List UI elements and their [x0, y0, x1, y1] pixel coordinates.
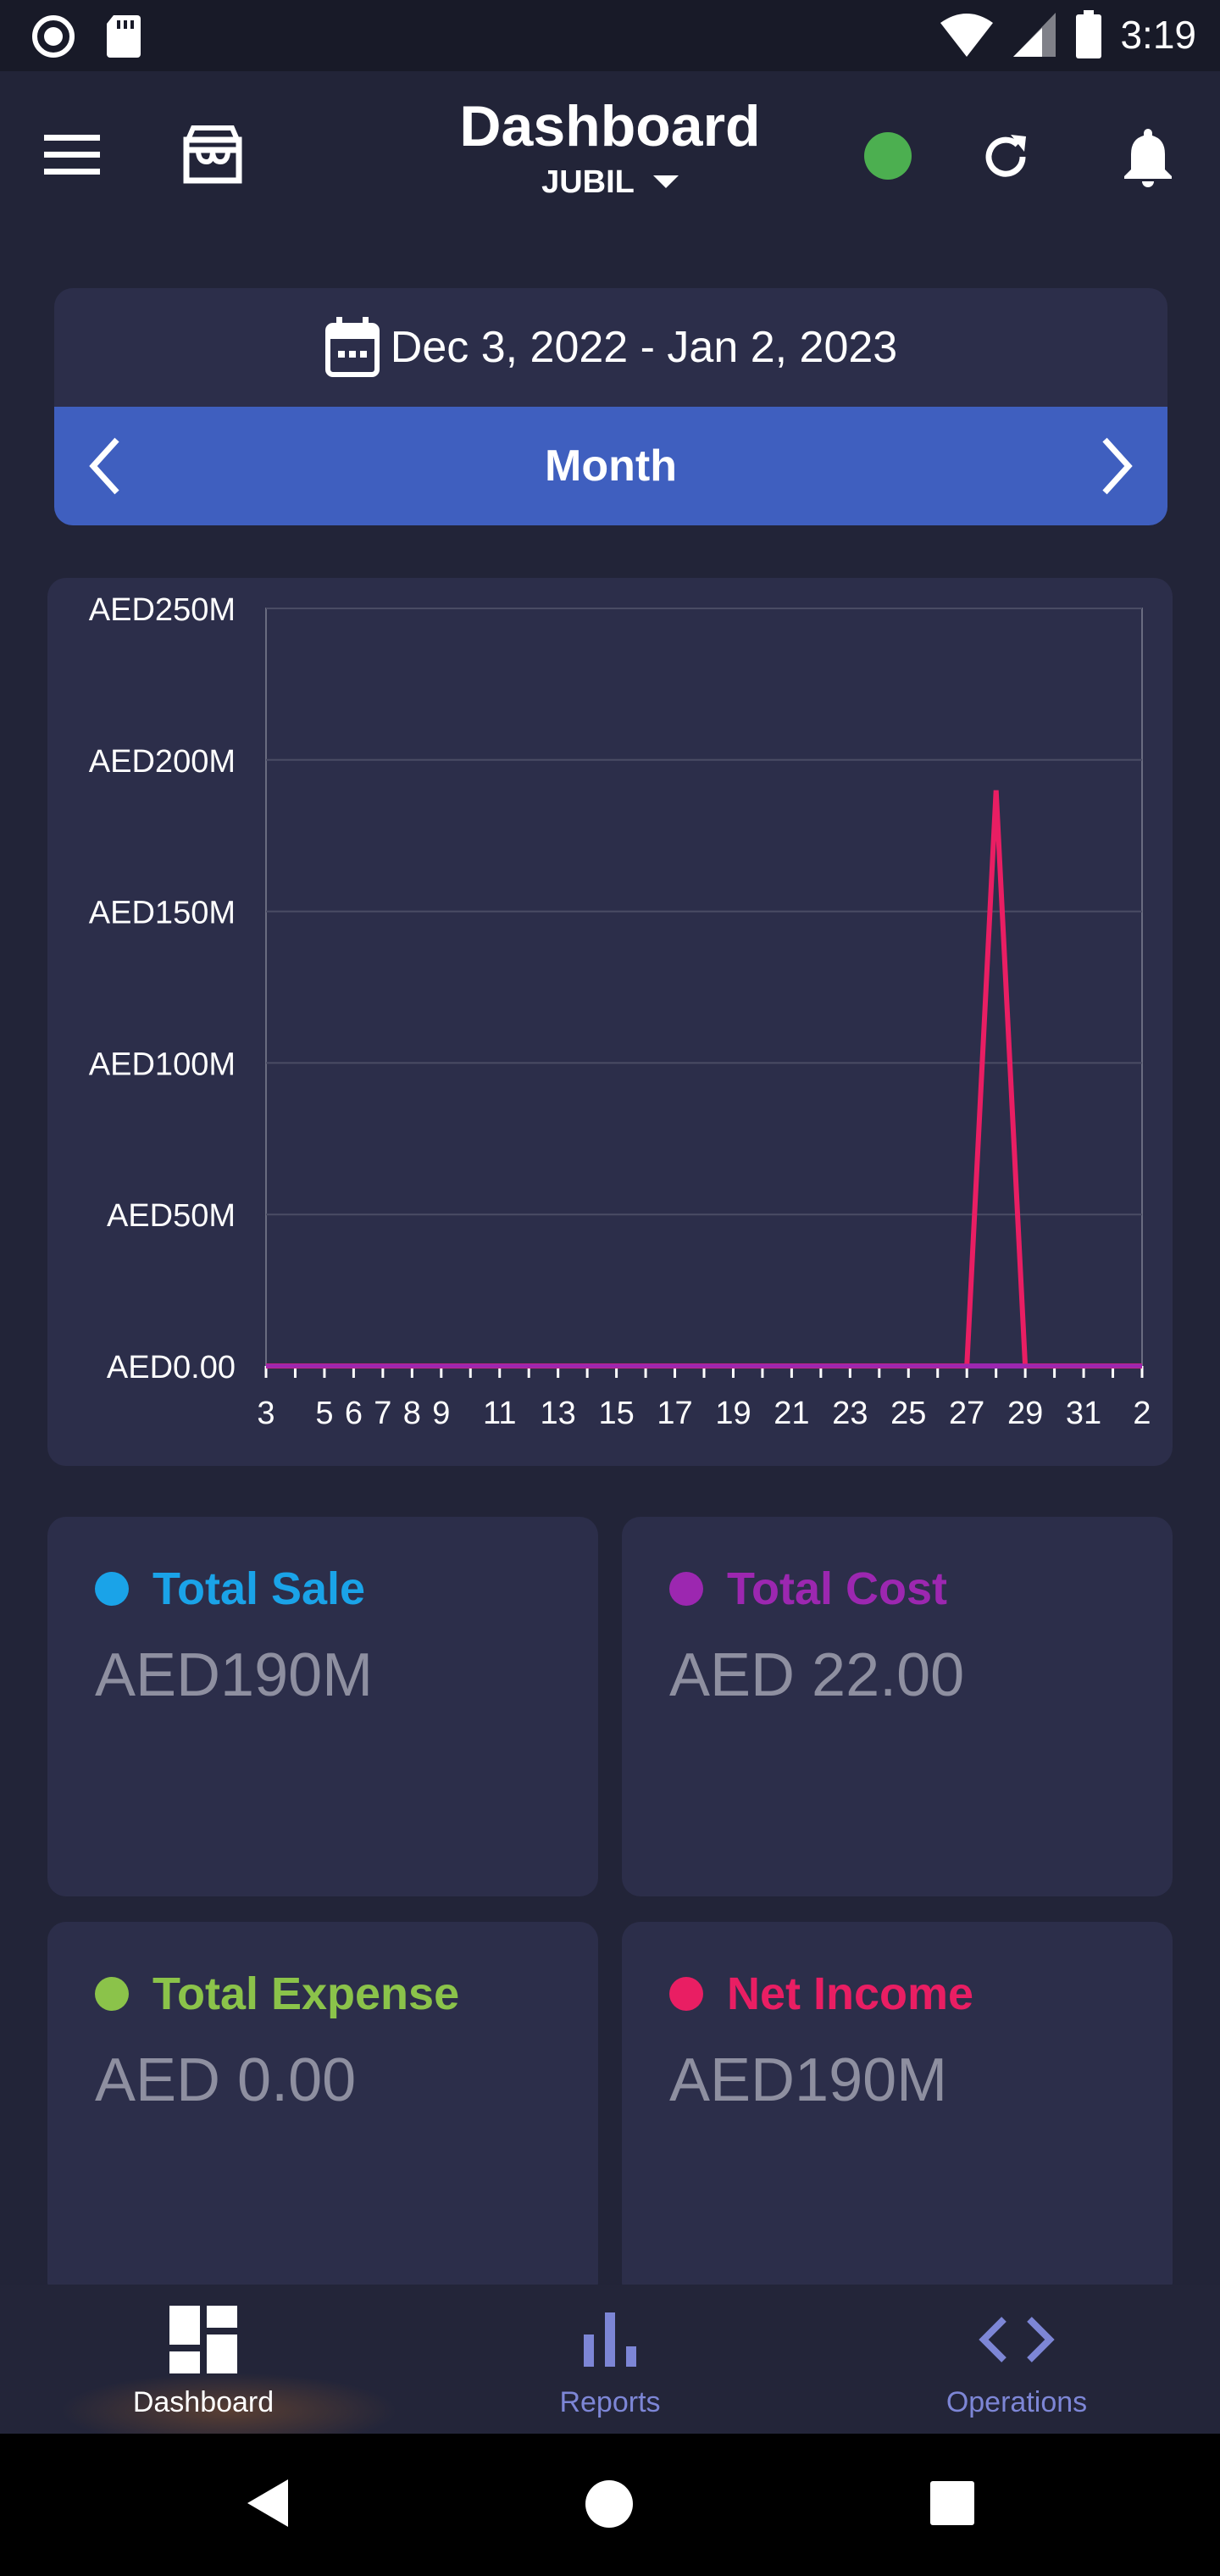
x-tick-label: 27 — [949, 1396, 984, 1431]
y-tick-label: AED100M — [89, 1046, 236, 1082]
previous-period-button[interactable] — [54, 407, 156, 525]
app-bar: Dashboard JUBIL — [0, 71, 1220, 232]
dashboard-icon — [169, 2306, 237, 2373]
recents-icon[interactable] — [930, 2481, 974, 2525]
period-selector: Month — [54, 407, 1167, 525]
next-period-button[interactable] — [1066, 407, 1167, 525]
net-income-value: AED190M — [669, 2046, 948, 2114]
home-icon[interactable] — [585, 2479, 634, 2529]
nav-reports[interactable]: Reports — [407, 2285, 813, 2434]
y-tick-label: AED0.00 — [107, 1350, 236, 1385]
calendar-icon — [324, 317, 380, 377]
total-expense-value: AED 0.00 — [95, 2046, 357, 2114]
menu-button[interactable] — [34, 117, 110, 193]
sales-chart-card: AED250M AED200M AED150M AED100M AED50M AED0.0… — [47, 578, 1173, 1466]
x-tick-label: 29 — [1007, 1396, 1043, 1431]
period-label: Month — [545, 441, 677, 491]
page-title: Dashboard — [459, 94, 761, 158]
x-tick-label: 13 — [541, 1396, 576, 1431]
x-tick-label: 31 — [1066, 1396, 1101, 1431]
status-bar: 3:19 — [0, 0, 1220, 71]
x-tick-label: 8 — [403, 1396, 421, 1431]
chevron-right-icon — [1102, 437, 1133, 495]
y-tick-label: AED150M — [89, 896, 236, 931]
net-income-card: Net Income AED190M — [622, 1922, 1173, 2301]
refresh-button[interactable] — [966, 117, 1045, 197]
x-tick-label: 2 — [1133, 1396, 1151, 1431]
system-navigation-bar — [0, 2434, 1220, 2576]
nav-reports-label: Reports — [559, 2386, 661, 2418]
x-tick-label: 23 — [832, 1396, 868, 1431]
y-tick-label: AED50M — [107, 1198, 236, 1234]
branch-selector[interactable]: JUBIL — [541, 161, 679, 203]
status-time: 3:19 — [1120, 13, 1196, 57]
total-expense-card: Total Expense AED 0.00 — [47, 1922, 598, 2301]
total-cost-dot — [669, 1572, 703, 1606]
title-block: Dashboard JUBIL — [398, 92, 822, 203]
net-income-dot — [669, 1977, 703, 2011]
x-tick-label: 7 — [374, 1396, 391, 1431]
back-icon[interactable] — [244, 2478, 290, 2529]
cell-signal-icon — [1013, 13, 1056, 57]
date-range-card: Dec 3, 2022 - Jan 2, 2023 Month — [54, 288, 1167, 525]
code-icon — [979, 2317, 1055, 2362]
x-tick-label: 15 — [598, 1396, 634, 1431]
x-tick-label: 19 — [715, 1396, 751, 1431]
wifi-icon — [940, 14, 994, 57]
y-tick-label: AED200M — [89, 744, 236, 780]
store-button[interactable] — [175, 117, 251, 193]
total-expense-dot — [95, 1977, 129, 2011]
total-expense-label: Total Expense — [152, 1968, 460, 2019]
x-tick-label: 17 — [657, 1396, 692, 1431]
total-sale-value: AED190M — [95, 1641, 374, 1709]
bottom-navigation: Dashboard Reports Operations — [0, 2285, 1220, 2449]
sd-card-icon — [107, 15, 141, 58]
bar-chart-icon — [584, 2312, 636, 2367]
refresh-icon — [985, 135, 1026, 177]
plot-frame — [265, 608, 1143, 1367]
nav-operations-label: Operations — [946, 2386, 1088, 2418]
y-tick-label: AED250M — [89, 592, 236, 628]
branch-name: JUBIL — [541, 164, 635, 200]
chevron-left-icon — [89, 437, 119, 495]
x-tick-label: 3 — [257, 1396, 274, 1431]
date-range-picker[interactable]: Dec 3, 2022 - Jan 2, 2023 — [54, 288, 1167, 407]
x-tick-label: 9 — [432, 1396, 450, 1431]
record-icon — [32, 15, 75, 58]
caret-down-icon — [652, 175, 679, 188]
hamburger-menu-icon — [44, 135, 100, 175]
battery-icon — [1076, 10, 1102, 58]
total-sale-card: Total Sale AED190M — [47, 1517, 598, 1896]
total-cost-card: Total Cost AED 22.00 — [622, 1517, 1173, 1896]
connection-status-dot — [864, 132, 912, 180]
notifications-button[interactable] — [1108, 117, 1188, 197]
bell-icon — [1124, 129, 1172, 187]
nav-dashboard-label: Dashboard — [132, 2386, 274, 2418]
x-tick-label: 5 — [315, 1396, 333, 1431]
date-range-text: Dec 3, 2022 - Jan 2, 2023 — [390, 323, 898, 372]
x-tick-label: 21 — [774, 1396, 809, 1431]
total-cost-label: Total Cost — [727, 1563, 947, 1614]
total-sale-dot — [95, 1572, 129, 1606]
store-icon — [183, 125, 242, 184]
x-tick-label: 6 — [345, 1396, 363, 1431]
x-tick-label: 25 — [890, 1396, 926, 1431]
total-sale-label: Total Sale — [152, 1563, 366, 1614]
x-tick-label: 11 — [483, 1396, 516, 1431]
sales-line-chart: AED250M AED200M AED150M AED100M AED50M AED0.0… — [89, 592, 1151, 1431]
nav-dashboard[interactable]: Dashboard — [0, 2285, 407, 2434]
sales-series-line — [266, 790, 1142, 1368]
nav-operations[interactable]: Operations — [813, 2285, 1220, 2434]
net-income-label: Net Income — [727, 1968, 974, 2019]
total-cost-value: AED 22.00 — [669, 1641, 965, 1709]
